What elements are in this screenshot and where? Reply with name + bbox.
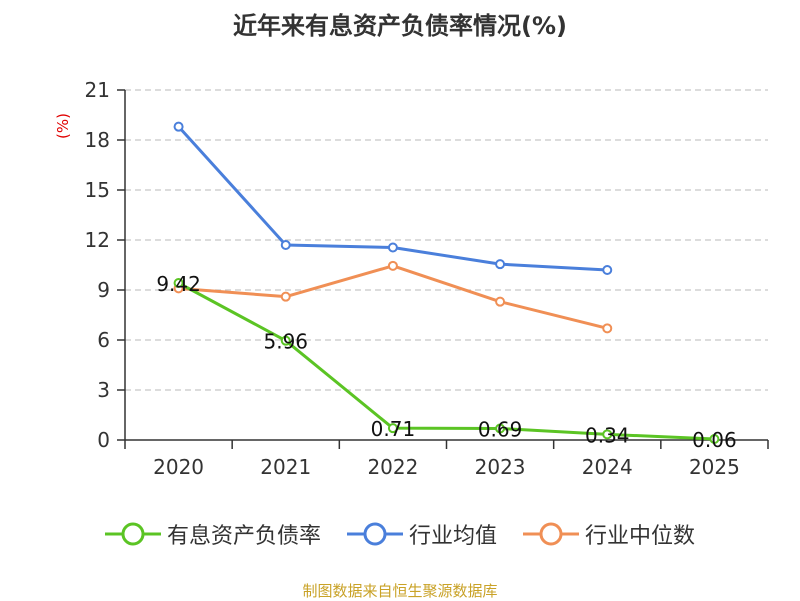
data-point	[173, 278, 184, 288]
data-label: 0.06	[692, 428, 737, 452]
legend-item-debt-ratio[interactable]: 有息资产负债率	[104, 518, 321, 550]
legend: 有息资产负债率 行业均值 行业中位数	[0, 518, 800, 550]
data-point	[280, 240, 291, 250]
x-tick-label: 2022	[367, 455, 418, 479]
y-tick-label: 6	[97, 328, 110, 352]
x-tick-label: 2025	[689, 455, 740, 479]
y-tick-label: 3	[97, 378, 110, 402]
data-point	[602, 265, 613, 275]
data-point	[387, 260, 398, 271]
legend-swatch-debt-ratio	[104, 522, 161, 546]
y-tick-label: 15	[85, 178, 110, 202]
y-tick-label: 18	[85, 128, 110, 152]
y-tick-label: 12	[85, 228, 110, 252]
data-point	[495, 423, 506, 434]
legend-label-industry-mean: 行业均值	[408, 524, 497, 549]
grid-layer	[125, 89, 768, 391]
y-tick-label: 9	[97, 278, 110, 302]
y-axis-unit-label: (%)	[54, 113, 72, 139]
data-point	[709, 434, 720, 444]
legend-item-industry-median[interactable]: 行业中位数	[523, 518, 695, 550]
data-point	[280, 291, 291, 302]
legend-item-industry-mean[interactable]: 行业均值	[346, 518, 497, 550]
data-point	[602, 323, 613, 334]
legend-swatch-industry-median	[523, 522, 579, 546]
series-line	[177, 281, 715, 441]
data-point	[280, 335, 291, 346]
data-label-layer: 9.42 5.96 0.71 0.69 0.34 0.06	[156, 272, 736, 452]
x-tick-label: 2021	[260, 455, 311, 479]
y-tick-label: 21	[85, 78, 110, 102]
chart-title: 近年来有息资产负债率情况(%)	[233, 12, 567, 40]
x-tick-label: 2020	[153, 455, 204, 479]
data-point	[387, 423, 398, 434]
x-tick-label: 2024	[582, 455, 633, 479]
legend-label-industry-median: 行业中位数	[585, 524, 696, 549]
legend-swatch-industry-mean	[346, 522, 403, 546]
data-point	[387, 242, 398, 253]
data-point	[173, 121, 184, 132]
x-tick-label: 2023	[475, 455, 526, 479]
legend-label-debt-ratio: 有息资产负债率	[166, 524, 321, 549]
data-point	[495, 296, 506, 307]
data-label: 0.71	[371, 417, 416, 441]
y-tick-label: 0	[97, 428, 110, 452]
source-note: 制图数据来自恒生聚源数据库	[302, 582, 498, 600]
data-label: 9.42	[156, 272, 201, 296]
data-point	[602, 429, 613, 440]
data-point	[495, 259, 506, 270]
axis-layer: 0 3 6 9 12 15 18 21 2020 2021 2022 2023 2024 2025	[85, 78, 769, 479]
series-layer	[173, 121, 720, 444]
data-label: 0.34	[585, 423, 630, 447]
data-label: 0.69	[478, 418, 523, 442]
data-label: 5.96	[263, 330, 308, 354]
